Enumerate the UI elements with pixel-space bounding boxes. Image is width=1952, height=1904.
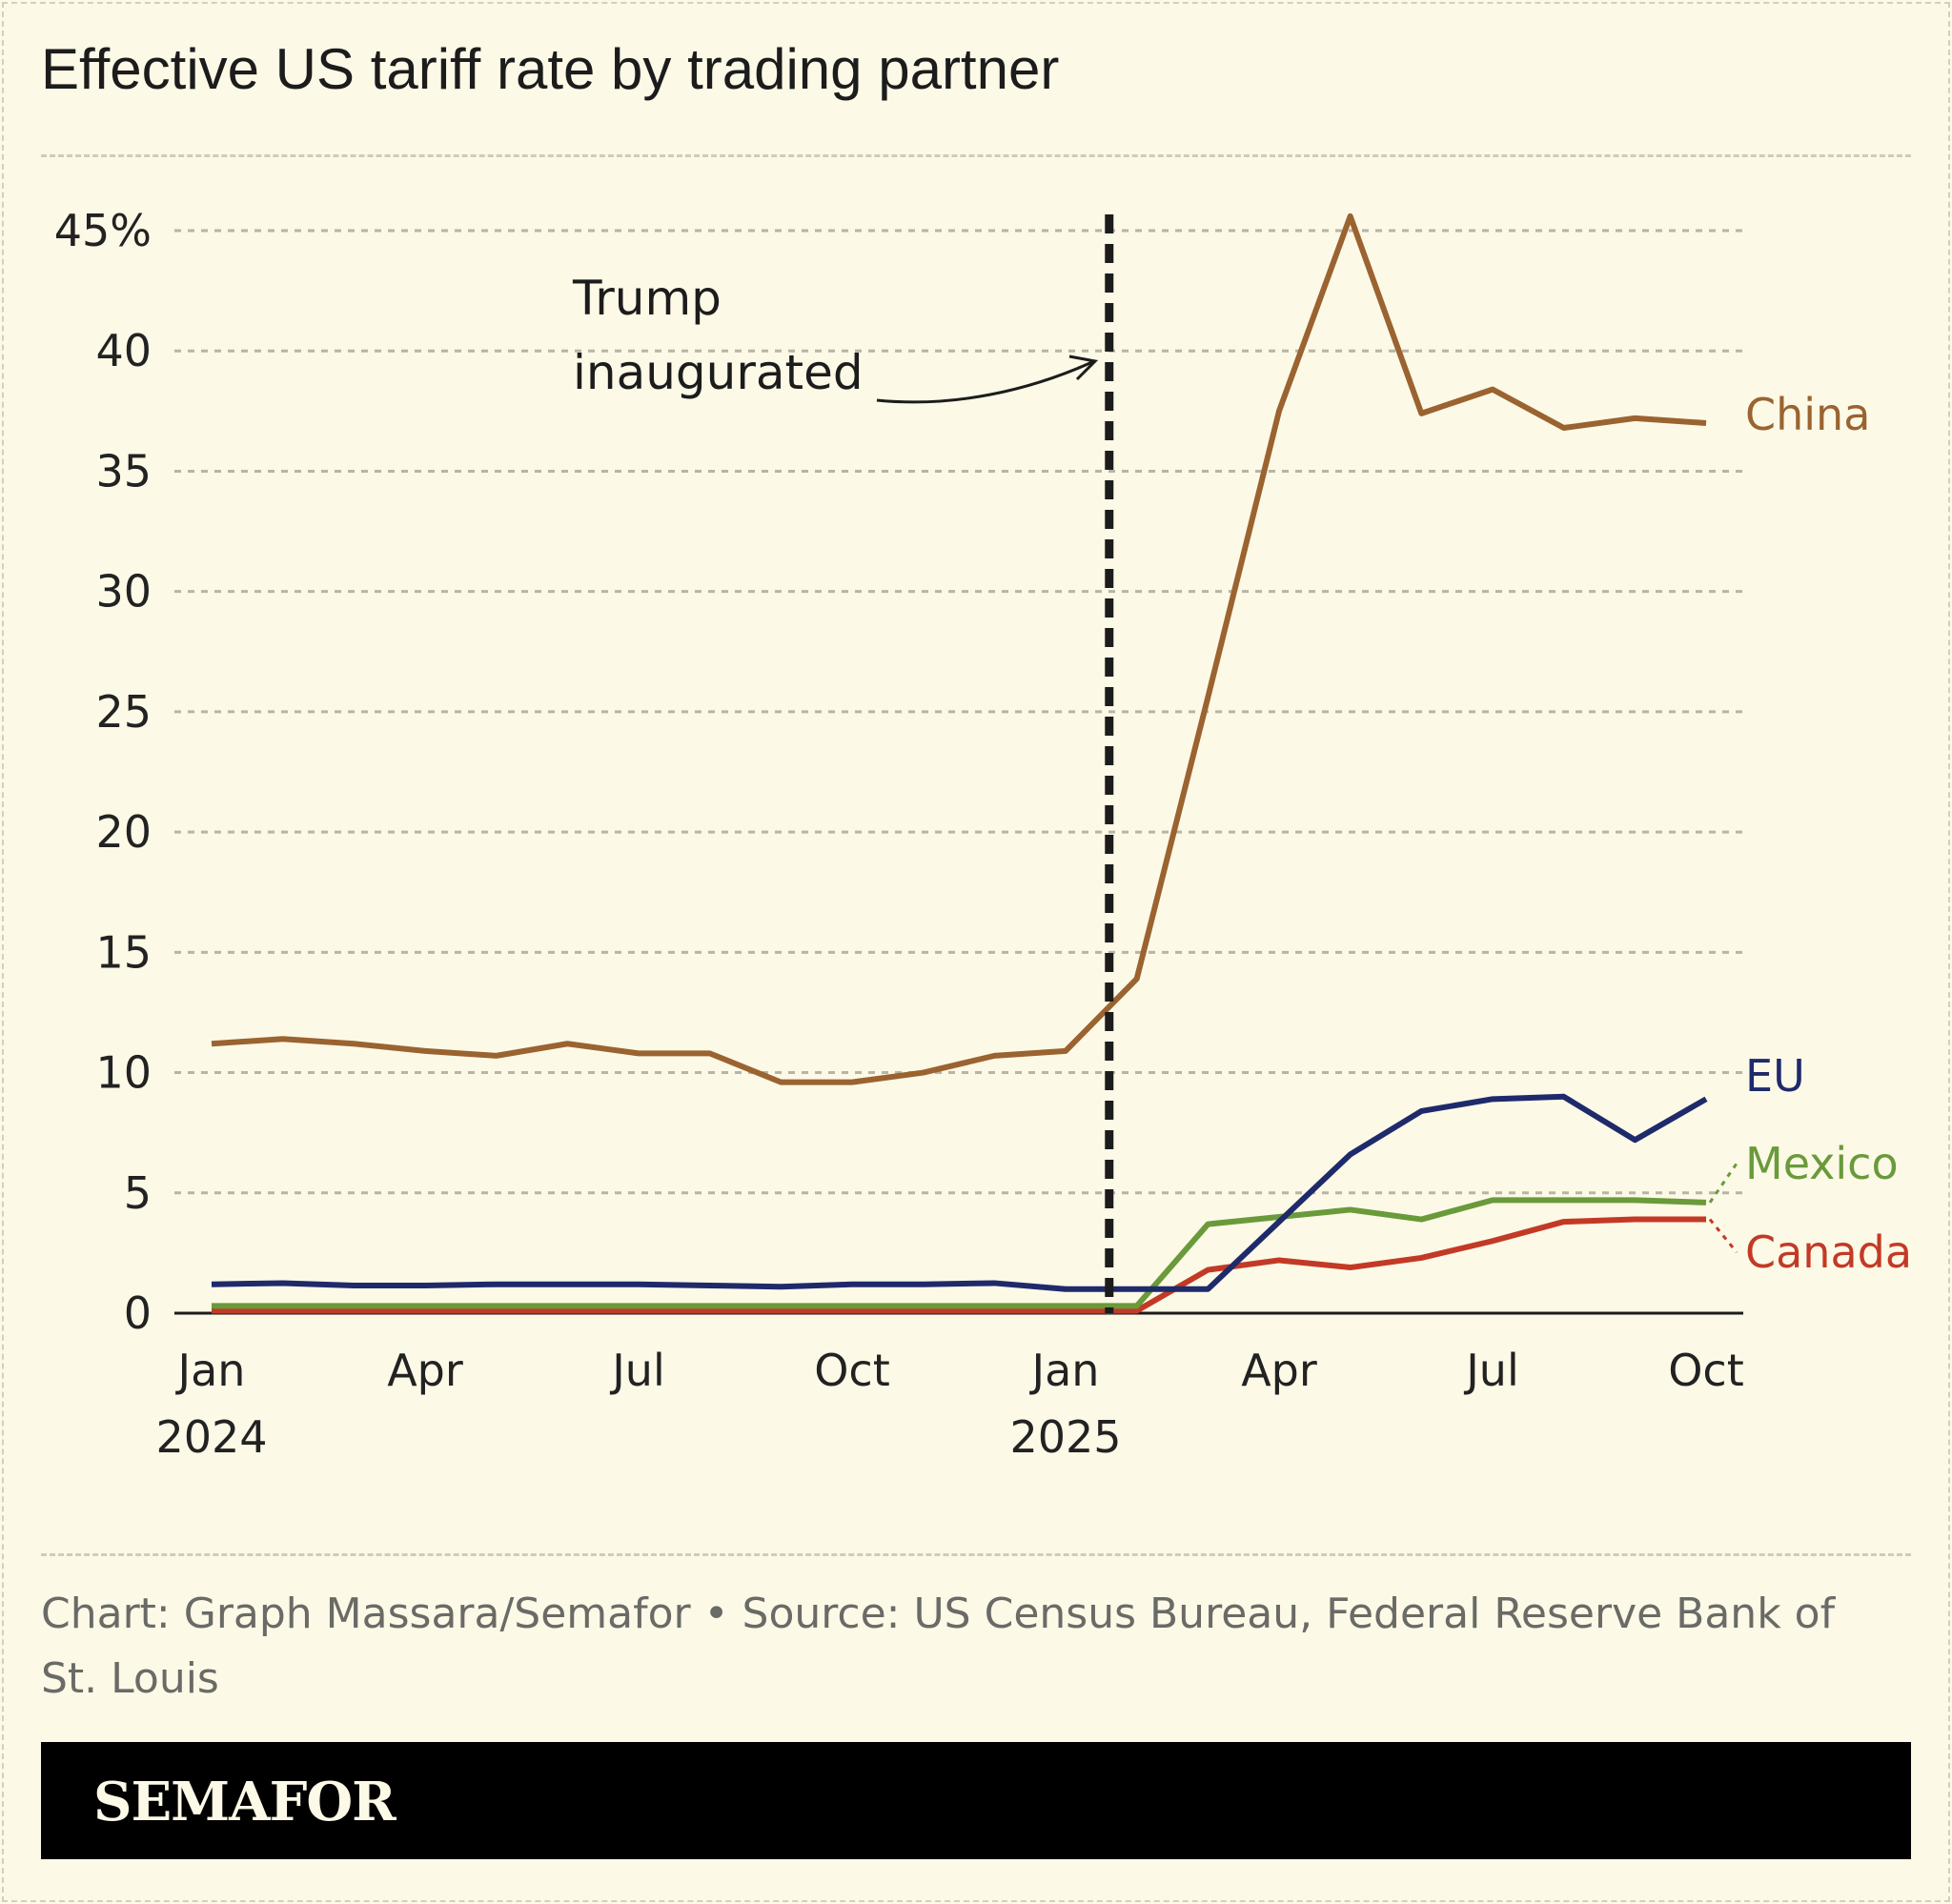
x-tick-label: Oct [1668,1345,1744,1396]
y-tick-label: 25 [95,686,152,738]
x-tick-label: Jan [1029,1345,1100,1396]
series-label-china: China [1745,389,1870,440]
y-tick-label: 5 [124,1167,152,1219]
chart-title: Effective US tariff rate by trading part… [41,37,1060,101]
semafor-logo: SEMAFOR [93,1771,396,1833]
y-tick-label: 40 [95,325,152,376]
series-line-eu [211,1093,1708,1292]
y-tick-label: 35 [95,445,152,496]
x-axis-ticks: Jan 2024 Apr Jul Oct Jan 2025 Apr Jul Oct [155,1345,1743,1463]
x-tick-year-label: 2024 [155,1411,267,1463]
x-tick-label: Jan [175,1345,246,1396]
series-labels: Canada Mexico EU China [1708,389,1912,1278]
series-label-mexico: Mexico [1745,1138,1899,1189]
top-divider [41,154,1911,157]
bottom-divider [41,1553,1911,1556]
series-label-eu: EU [1745,1050,1805,1102]
x-tick-year-label: 2025 [1009,1411,1121,1463]
series-line-canada [212,1216,1706,1314]
x-tick-label: Oct [814,1345,890,1396]
annotation-line1: Trump [572,271,722,326]
source-note: Chart: Graph Massara/Semafor • Source: U… [41,1590,1836,1703]
x-tick-label: Jul [609,1345,665,1396]
brand-bar: SEMAFOR [41,1742,1911,1859]
y-axis-ticks: 0 5 10 15 20 25 30 35 40 45% [54,205,152,1339]
y-tick-label: 20 [95,806,152,858]
series-line-mexico [212,1197,1707,1309]
y-tick-label: 0 [124,1287,152,1339]
series-label-leader [1708,1163,1738,1204]
x-tick-label: Apr [1241,1345,1317,1396]
y-tick-label: 15 [95,926,152,978]
y-tick-label: 10 [95,1047,152,1099]
annotation-line2: inaugurated [573,345,864,400]
x-tick-label: Jul [1463,1345,1519,1396]
y-tick-label: 30 [95,566,152,618]
series-label-canada: Canada [1745,1226,1912,1278]
series-label-leader [1708,1218,1738,1253]
x-tick-label: Apr [387,1345,463,1396]
series-line-china [211,213,1707,1085]
arrowhead-icon [1068,354,1099,381]
series-lines [211,213,1708,1314]
annotation-arrow-icon [876,359,1095,404]
y-tick-label: 45% [54,205,152,256]
